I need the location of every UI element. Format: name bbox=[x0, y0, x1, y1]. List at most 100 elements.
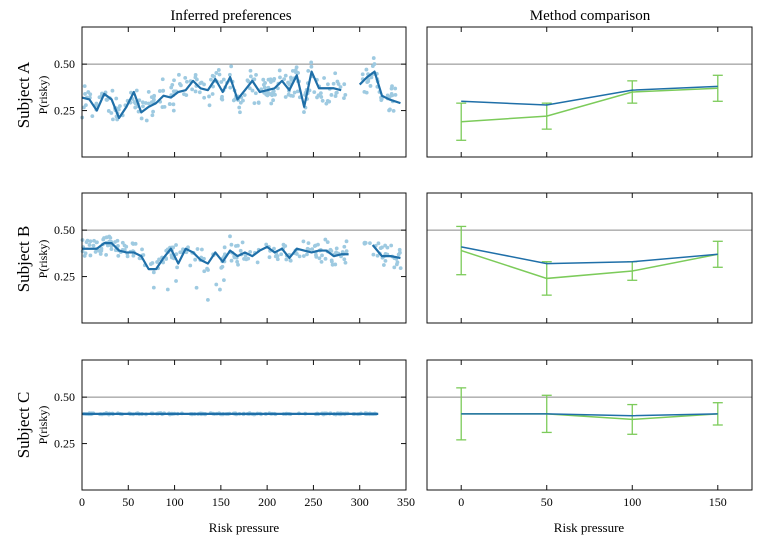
scatter-point bbox=[273, 92, 277, 97]
scatter-point bbox=[183, 76, 188, 80]
scatter-point bbox=[362, 240, 367, 245]
x-tick-label: 150 bbox=[709, 495, 727, 509]
scatter-point bbox=[104, 252, 108, 257]
scatter-point bbox=[171, 245, 176, 250]
panel-frame bbox=[81, 359, 407, 491]
scatter-point bbox=[315, 95, 319, 100]
scatter-point bbox=[264, 242, 269, 247]
panel-inferred-b: 0.25 0.50 bbox=[54, 192, 407, 324]
scatter-point bbox=[250, 88, 255, 93]
scatter-point bbox=[116, 107, 121, 112]
scatter-point bbox=[292, 90, 297, 95]
scatter-point bbox=[199, 247, 204, 252]
panel-frame bbox=[426, 359, 753, 491]
scatter-point bbox=[84, 103, 88, 107]
scatter-point bbox=[144, 118, 149, 123]
scatter-point bbox=[248, 68, 253, 73]
scatter-point bbox=[270, 93, 275, 98]
scatter-point bbox=[238, 110, 242, 115]
scatter-point bbox=[333, 262, 338, 267]
y-tick-label: 0.25 bbox=[54, 270, 75, 284]
scatter-point bbox=[322, 76, 326, 80]
scatter-point bbox=[319, 259, 324, 264]
scatter-point bbox=[344, 249, 349, 254]
scatter-point bbox=[329, 93, 334, 97]
scatter-point bbox=[334, 90, 339, 95]
row-label-b: Subject B P(risky) bbox=[14, 226, 50, 293]
scatter-point bbox=[194, 77, 199, 82]
scatter-point bbox=[174, 252, 179, 256]
panels: 0.25 0.50 0.25 0.50 0.25 0.50 0 50 100 150 200 250 3… bbox=[54, 26, 753, 509]
x-tick-label: 50 bbox=[541, 495, 553, 509]
scatter-point bbox=[275, 254, 280, 258]
scatter-point bbox=[267, 255, 272, 260]
scatter-point bbox=[318, 91, 323, 96]
scatter-point bbox=[146, 101, 151, 106]
scatter-point bbox=[314, 253, 318, 258]
scatter-point bbox=[194, 285, 199, 290]
scatter-point bbox=[371, 56, 376, 60]
scatter-point bbox=[202, 82, 206, 87]
scatter-point bbox=[252, 77, 257, 82]
scatter-point bbox=[389, 243, 394, 248]
subject-label-b: Subject B bbox=[14, 226, 33, 293]
y-tick-label: 0.50 bbox=[54, 390, 75, 404]
scatter-point bbox=[218, 287, 222, 292]
scatter-point bbox=[329, 258, 334, 263]
x-tick-label: 150 bbox=[212, 495, 230, 509]
scatter-point bbox=[269, 80, 273, 84]
scatter-point bbox=[195, 247, 200, 251]
series-line-comparison bbox=[461, 87, 718, 123]
scatter-point bbox=[383, 251, 388, 256]
scatter-point bbox=[329, 249, 334, 253]
scatter-point bbox=[134, 88, 139, 93]
ylabel-b: P(risky) bbox=[36, 240, 50, 279]
scatter-point bbox=[398, 250, 402, 255]
scatter-point bbox=[221, 77, 226, 82]
scatter-point bbox=[155, 260, 160, 264]
scatter-point bbox=[248, 74, 253, 79]
scatter-point bbox=[235, 259, 240, 264]
panel-frame bbox=[426, 192, 753, 324]
scatter-point bbox=[397, 247, 402, 252]
scatter-point bbox=[365, 80, 370, 85]
scatter-point bbox=[82, 84, 87, 89]
scatter-point bbox=[206, 298, 210, 302]
scatter-point bbox=[205, 266, 209, 271]
scatter-point bbox=[286, 92, 291, 97]
scatter-point bbox=[141, 104, 145, 109]
scatter-point bbox=[385, 245, 390, 250]
scatter-point bbox=[124, 244, 129, 249]
scatter-point bbox=[254, 72, 258, 77]
scatter-point bbox=[283, 244, 288, 248]
x-tick-label: 0 bbox=[458, 495, 464, 509]
scatter-point bbox=[241, 98, 245, 103]
scatter-point bbox=[94, 101, 99, 106]
scatter-point bbox=[190, 87, 195, 92]
x-tick-label: 50 bbox=[122, 495, 134, 509]
scatter-point bbox=[388, 107, 392, 112]
scatter-point bbox=[295, 89, 300, 94]
scatter-point bbox=[243, 253, 248, 258]
scatter-point bbox=[259, 87, 264, 92]
mean-line-segment bbox=[81, 70, 342, 120]
scatter-point bbox=[157, 89, 162, 93]
scatter-point bbox=[272, 246, 276, 251]
scatter-point bbox=[235, 243, 240, 248]
panel-inferred-a: 0.25 0.50 bbox=[54, 26, 407, 158]
scatter-point bbox=[171, 102, 176, 107]
y-tick-label: 0.50 bbox=[54, 223, 75, 237]
scatter-point bbox=[389, 91, 394, 96]
scatter-point bbox=[309, 64, 314, 69]
scatter-point bbox=[118, 104, 122, 108]
scatter-point bbox=[188, 263, 193, 268]
scatter-point bbox=[331, 81, 336, 86]
scatter-point bbox=[398, 266, 403, 271]
scatter-point bbox=[107, 234, 112, 239]
scatter-point bbox=[290, 68, 295, 73]
scatter-point bbox=[143, 101, 148, 105]
scatter-point bbox=[150, 261, 155, 265]
row-label-c: Subject C P(risky) bbox=[14, 392, 50, 459]
scatter-point bbox=[253, 91, 258, 96]
scatter-point bbox=[88, 253, 93, 258]
